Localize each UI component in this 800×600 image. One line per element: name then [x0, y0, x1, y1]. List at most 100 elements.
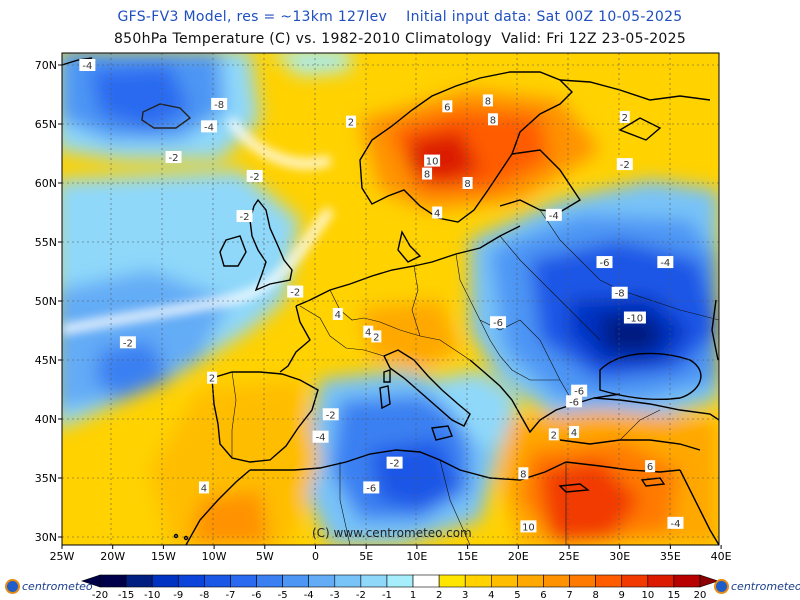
contour-label-bg [442, 100, 453, 113]
contour-label: -2 [240, 212, 250, 223]
contour-label-bg [322, 408, 339, 421]
legend-swatch [99, 574, 127, 588]
legend-swatch [256, 574, 283, 588]
contour-label: 2 [373, 332, 379, 343]
contour-label-bg [619, 110, 630, 123]
copyright-text: (C) www.centrometeo.com [312, 526, 472, 540]
contour-label: -2 [326, 410, 336, 421]
contour-label: -8 [214, 100, 224, 111]
contour-label-bg [569, 425, 580, 438]
legend-tick-label: 3 [462, 590, 468, 600]
contour-label-bg [312, 430, 329, 443]
legend-tick-label: 7 [566, 590, 572, 600]
contour-label-bg [236, 210, 253, 223]
legend-tick-label: -5 [278, 590, 288, 600]
legend-tick-label: -6 [252, 590, 262, 600]
contour-label: -4 [670, 519, 680, 530]
logo-text: centrometeo [731, 579, 800, 593]
contour-label-bg [198, 481, 209, 494]
contour-label: 2 [551, 430, 557, 441]
legend-tick-label: 20 [694, 590, 707, 600]
legend-tick-label: -7 [225, 590, 235, 600]
contour-label: 4 [365, 328, 371, 339]
contour-label: -8 [615, 289, 625, 300]
legend-tick-label: -3 [330, 590, 340, 600]
contour-label-bg [211, 97, 228, 110]
lon-label: 10W [202, 550, 227, 563]
legend-swatch [412, 574, 440, 588]
legend-tick-label: -20 [92, 590, 108, 600]
lon-label: 25W [50, 550, 75, 563]
lon-label: 15E [457, 550, 478, 563]
lat-label: 50N [35, 295, 57, 308]
contour-label: 10 [522, 522, 535, 533]
contour-label: -4 [549, 211, 559, 222]
contour-label-bg [571, 384, 588, 397]
contour-label: 4 [201, 483, 207, 494]
contour-label-bg [566, 395, 583, 408]
legend-swatch [360, 574, 388, 588]
legend-swatch [177, 574, 205, 588]
contour-label-bg [616, 158, 633, 171]
contour-label: -6 [493, 318, 503, 329]
legend-tick-label: 1 [410, 590, 416, 600]
contour-label: -4 [82, 61, 92, 72]
contour-label-bg [623, 311, 646, 324]
legend-tick-label: 2 [436, 590, 442, 600]
legend-swatch [308, 574, 336, 588]
lat-label: 30N [35, 531, 57, 544]
lat-label: 55N [35, 236, 57, 249]
lon-label: 20W [100, 550, 125, 563]
lat-label: 60N [35, 177, 57, 190]
latitude-labels: 70N 65N 60N 55N 50N 45N 40N 35N 30N [35, 59, 62, 544]
lon-label: 25E [559, 550, 580, 563]
contour-label-bg [490, 316, 507, 329]
contour-label: 8 [520, 469, 526, 480]
contour-label: -2 [123, 338, 133, 349]
legend-tick-label: 10 [641, 590, 654, 600]
contour-label: 8 [464, 179, 470, 190]
contour-label: -4 [316, 433, 326, 444]
legend-swatch [386, 574, 414, 588]
legend-swatch [125, 574, 153, 588]
contour-label: 4 [434, 209, 440, 220]
contour-label: -10 [627, 314, 643, 325]
lat-label: 45N [35, 354, 57, 367]
contour-label-bg [246, 169, 263, 182]
logo-text: centrometeo [22, 579, 93, 593]
color-legend: -20 -15 -10 -9 -8 -7 -6 -5 -4 -3 -2 -1 1 2 3 4 5 6 7 8 9 10 15… [81, 574, 719, 600]
legend-swatch [230, 574, 257, 588]
contour-label: 2 [209, 374, 215, 385]
lon-label: 35E [660, 550, 681, 563]
legend-tick-label: -10 [144, 590, 160, 600]
contour-label-bg [287, 285, 304, 298]
contour-label-bg [332, 307, 343, 320]
contour-label: -6 [366, 483, 376, 494]
legend-tick-label: 5 [514, 590, 520, 600]
contour-label-bg [363, 325, 374, 338]
contour-label-bg [79, 59, 96, 71]
contour-label-bg [518, 467, 529, 480]
legend-tick-label: 9 [619, 590, 625, 600]
contour-label: -2 [250, 172, 260, 183]
contour-label-bg [424, 154, 441, 167]
lon-label: 5E [359, 550, 373, 563]
contour-label-bg [545, 208, 562, 221]
contour-label: 8 [485, 96, 491, 107]
centrometeo-logo-left: centrometeo [5, 578, 93, 594]
contour-label-bg [386, 456, 403, 469]
contour-label: 2 [348, 118, 354, 129]
contour-label-bg [611, 286, 628, 299]
legend-swatch [334, 574, 362, 588]
legend-tick-label: -2 [356, 590, 366, 600]
map-title-line2: 850hPa Temperature (C) vs. 1982-2010 Cli… [113, 31, 687, 47]
contour-label: -6 [599, 258, 609, 269]
contour-label-bg [345, 115, 356, 128]
lat-label: 65N [35, 118, 57, 131]
legend-tick-label: -15 [118, 590, 134, 600]
contour-label: -2 [620, 160, 630, 171]
legend-tick-label: 15 [668, 590, 681, 600]
contour-label: -2 [169, 153, 179, 164]
